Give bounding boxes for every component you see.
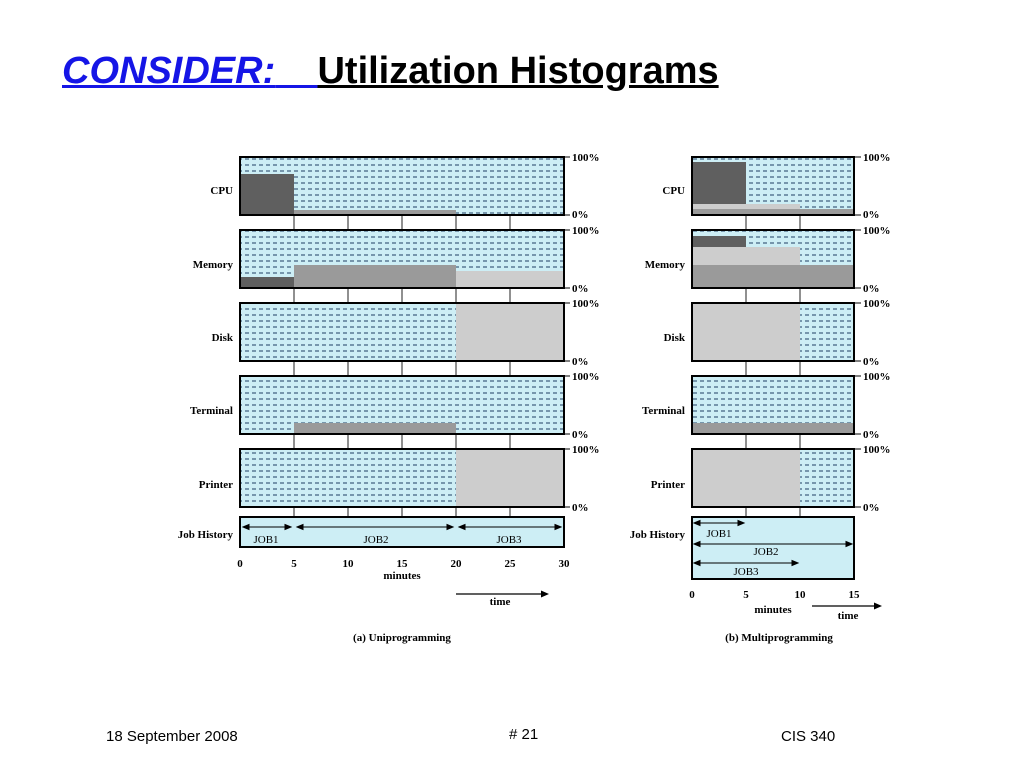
uni-scale-top-cpu: 100% [572,152,600,164]
footer-course: CIS 340 [781,728,836,745]
multi-time-label: time [838,610,859,622]
multi-scale-top-printer: 100% [863,444,891,456]
multi-label-cpu: CPU [662,185,685,197]
multi-disk-panel [691,302,855,362]
uni-label-printer: Printer [199,479,233,491]
uni-label-cpu: CPU [210,185,233,197]
uni-tick-25: 25 [505,558,517,570]
uniprogramming-diagram: JOB1 JOB2 JOB3 CPU Memory Disk Terminal … [178,152,600,644]
uni-tick-0: 0 [237,558,243,570]
uni-memory-job3-bar [456,271,564,288]
multi-scale-bottom-printer: 0% [863,502,880,514]
multi-label-disk: Disk [664,332,686,344]
footer-page-number: # 21 [509,726,539,743]
multi-job2-label: JOB2 [753,546,778,558]
uni-memory-job1-bar [240,277,294,288]
multi-time-arrow [812,602,882,610]
uni-scale-top-memory: 100% [572,225,600,237]
multi-memory-panel [691,229,855,289]
multi-label-job-history: Job History [630,529,686,541]
multi-scale-bottom-cpu: 0% [863,209,880,221]
footer-date: 18 September 2008 [106,728,238,745]
uni-scale-top-terminal: 100% [572,371,600,383]
uni-scale-bottom-printer: 0% [572,502,589,514]
uni-scale-bottom-cpu: 0% [572,209,589,221]
uni-tick-5: 5 [291,558,297,570]
uni-tick-20: 20 [451,558,463,570]
uni-terminal-job2-bar [294,423,456,434]
multi-scale-top-disk: 100% [863,298,891,310]
multi-memory-job2-bar [692,265,854,288]
multi-cpu-job2-bar [692,209,854,215]
uni-terminal-panel [239,375,565,435]
multi-scale-top-terminal: 100% [863,371,891,383]
uni-scale-top-disk: 100% [572,298,600,310]
multi-cpu-job3-bar [692,204,800,209]
uni-job1-label: JOB1 [253,534,278,546]
slide-title: CONSIDER: Utilization Histograms [62,50,719,93]
multi-label-terminal: Terminal [642,405,685,417]
uni-memory-job2-bar [294,265,456,288]
uni-minutes-label: minutes [383,570,421,582]
multi-job-history-panel: JOB1 JOB2 JOB3 [691,516,855,580]
uni-label-memory: Memory [193,259,234,271]
multi-scale-top-cpu: 100% [863,152,891,164]
uni-scale-bottom-terminal: 0% [572,429,589,441]
multi-terminal-job2-bar [692,423,854,434]
uni-tick-30: 30 [559,558,571,570]
multi-printer-job3-bar [692,449,800,507]
uni-tick-10: 10 [343,558,355,570]
uni-job2-label: JOB2 [363,534,388,546]
uni-cpu-job1-bar [240,174,294,215]
uni-scale-top-printer: 100% [572,444,600,456]
multi-printer-panel [691,448,855,508]
multi-tick-5: 5 [743,589,749,601]
uni-time-arrow [456,590,549,598]
multi-tick-10: 10 [795,589,807,601]
multi-tick-15: 15 [849,589,861,601]
multi-scale-bottom-memory: 0% [863,283,880,295]
uni-job-history-panel: JOB1 JOB2 JOB3 [239,516,565,548]
multi-terminal-panel [691,375,855,435]
uni-time-label: time [490,596,511,608]
multi-cpu-panel [691,156,855,216]
uni-printer-panel [239,448,565,508]
multi-label-printer: Printer [651,479,685,491]
uni-scale-bottom-disk: 0% [572,356,589,368]
multi-job1-label: JOB1 [706,528,731,540]
uni-caption: (a) Uniprogramming [353,632,451,644]
uni-cpu-job2-bar [294,210,456,215]
multi-cpu-job1-bar [692,162,746,204]
multi-label-memory: Memory [645,259,686,271]
multi-minutes-label: minutes [754,604,792,616]
multi-caption: (b) Multiprogramming [725,632,833,644]
multi-job3-label: JOB3 [733,566,759,578]
multiprogramming-diagram: JOB1 JOB2 JOB3 CPU Memory Disk Terminal … [630,152,891,644]
uni-printer-job3-bar [456,449,564,507]
multi-scale-bottom-terminal: 0% [863,429,880,441]
uni-job3-label: JOB3 [496,534,522,546]
multi-tick-0: 0 [689,589,695,601]
multi-scale-bottom-disk: 0% [863,356,880,368]
uni-cpu-panel [239,156,565,216]
uni-disk-panel [239,302,565,362]
title-consider: CONSIDER: [62,50,276,92]
uni-label-terminal: Terminal [190,405,233,417]
uni-label-disk: Disk [212,332,234,344]
multi-memory-job1-bar [692,236,746,247]
uni-memory-panel [239,229,565,289]
multi-scale-top-memory: 100% [863,225,891,237]
multi-memory-job3-bar [692,247,800,265]
title-utilization-histograms: Utilization Histograms [317,50,719,92]
uni-label-job-history: Job History [178,529,234,541]
uni-disk-job3-bar [456,303,564,361]
multi-disk-job3-bar [692,303,800,361]
uni-scale-bottom-memory: 0% [572,283,589,295]
uni-tick-15: 15 [397,558,409,570]
